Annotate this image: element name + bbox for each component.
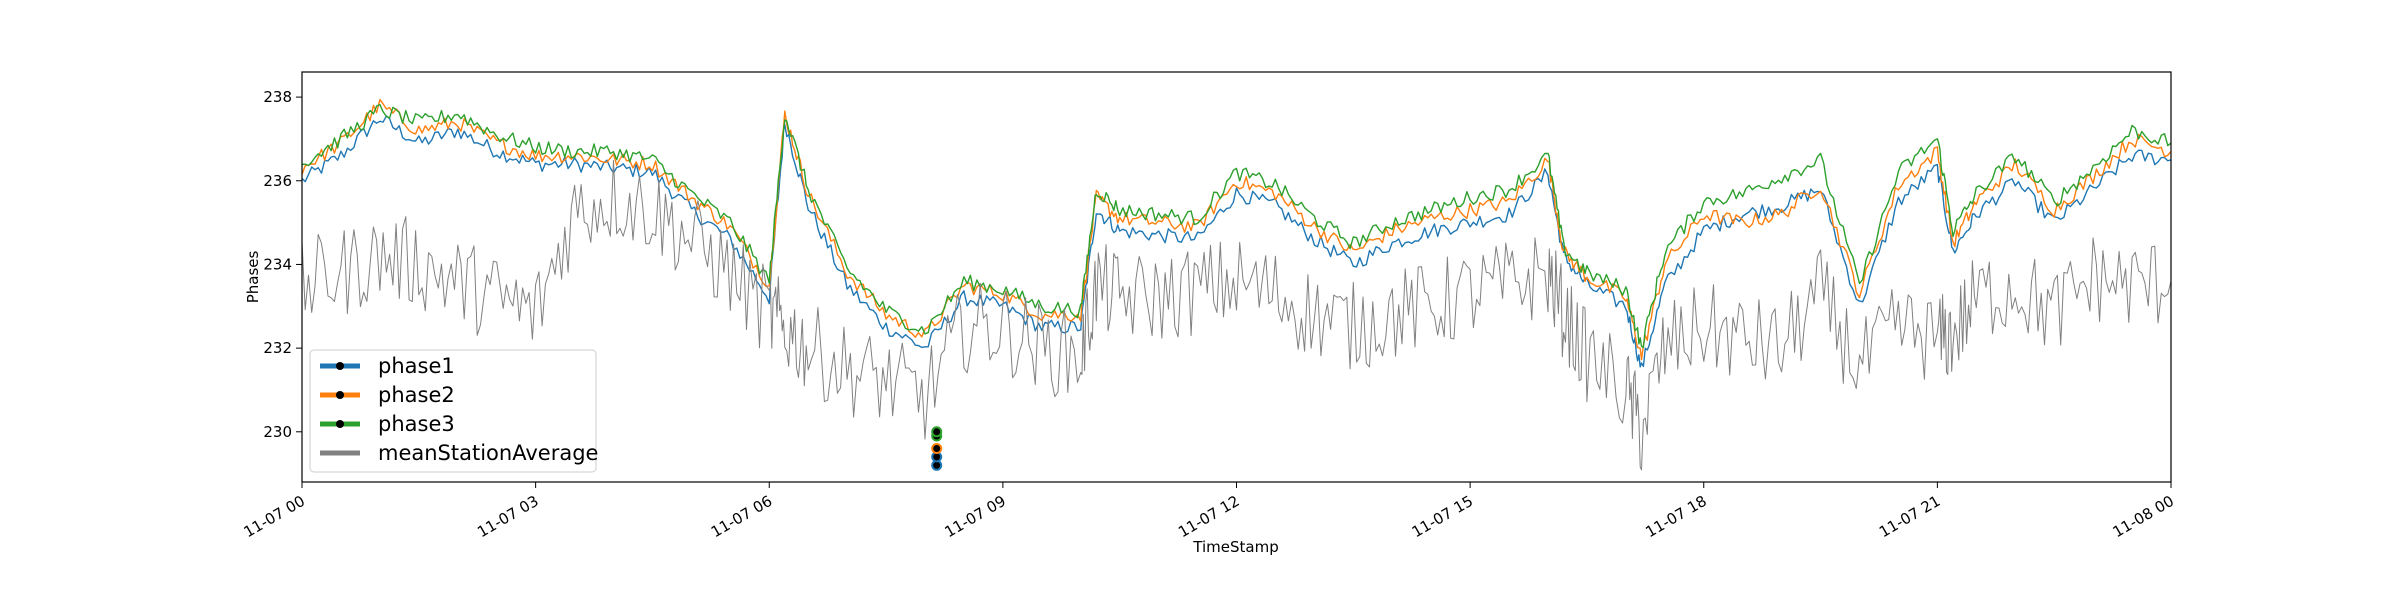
y-tick-label: 234 bbox=[263, 255, 292, 273]
x-tick-label: 11-07 21 bbox=[1876, 492, 1943, 541]
y-tick-label: 230 bbox=[263, 423, 292, 441]
y-axis: 230 232 234 236 238 bbox=[263, 88, 302, 441]
series-line-phase1 bbox=[301, 115, 2172, 368]
x-axis-label: TimeStamp bbox=[1192, 538, 1278, 556]
y-tick-label: 238 bbox=[263, 88, 292, 106]
x-tick-label: 11-07 00 bbox=[241, 492, 308, 541]
data-point-phase3-4 bbox=[931, 426, 943, 438]
legend-label-phase1: phase1 bbox=[378, 354, 455, 378]
legend: phase1 phase2 phase3 meanStationAverage bbox=[309, 349, 598, 473]
y-tick-label: 232 bbox=[263, 339, 292, 357]
data-point-phase2-2 bbox=[931, 443, 943, 454]
x-axis: 11-07 00 11-07 03 11-07 06 11-07 09 11-07 12… bbox=[241, 482, 2177, 541]
legend-marker-phase1 bbox=[336, 362, 344, 370]
series-layer bbox=[301, 98, 2172, 471]
x-tick-label: 11-07 15 bbox=[1409, 492, 1476, 541]
x-tick-label: 11-07 03 bbox=[474, 492, 541, 541]
series-line-meanstationaverage bbox=[301, 160, 2172, 471]
legend-marker-phase2 bbox=[336, 391, 344, 399]
marker-layer bbox=[931, 426, 943, 471]
series-line-phase2 bbox=[301, 98, 2172, 361]
y-axis-label: Phases bbox=[244, 251, 262, 304]
y-tick-label: 236 bbox=[263, 172, 292, 190]
legend-label-phase2: phase2 bbox=[378, 383, 455, 407]
legend-label-phase3: phase3 bbox=[378, 412, 455, 436]
legend-label-meanstationaverage: meanStationAverage bbox=[378, 441, 598, 465]
x-tick-label: 11-08 00 bbox=[2110, 492, 2177, 541]
x-tick-label: 11-07 12 bbox=[1175, 492, 1242, 541]
series-line-phase3 bbox=[301, 103, 2172, 349]
x-tick-label: 11-07 09 bbox=[941, 492, 1008, 541]
x-tick-label: 11-07 06 bbox=[708, 492, 775, 541]
legend-box bbox=[309, 349, 597, 473]
x-tick-label: 11-07 18 bbox=[1642, 492, 1709, 541]
legend-marker-phase3 bbox=[336, 420, 344, 428]
